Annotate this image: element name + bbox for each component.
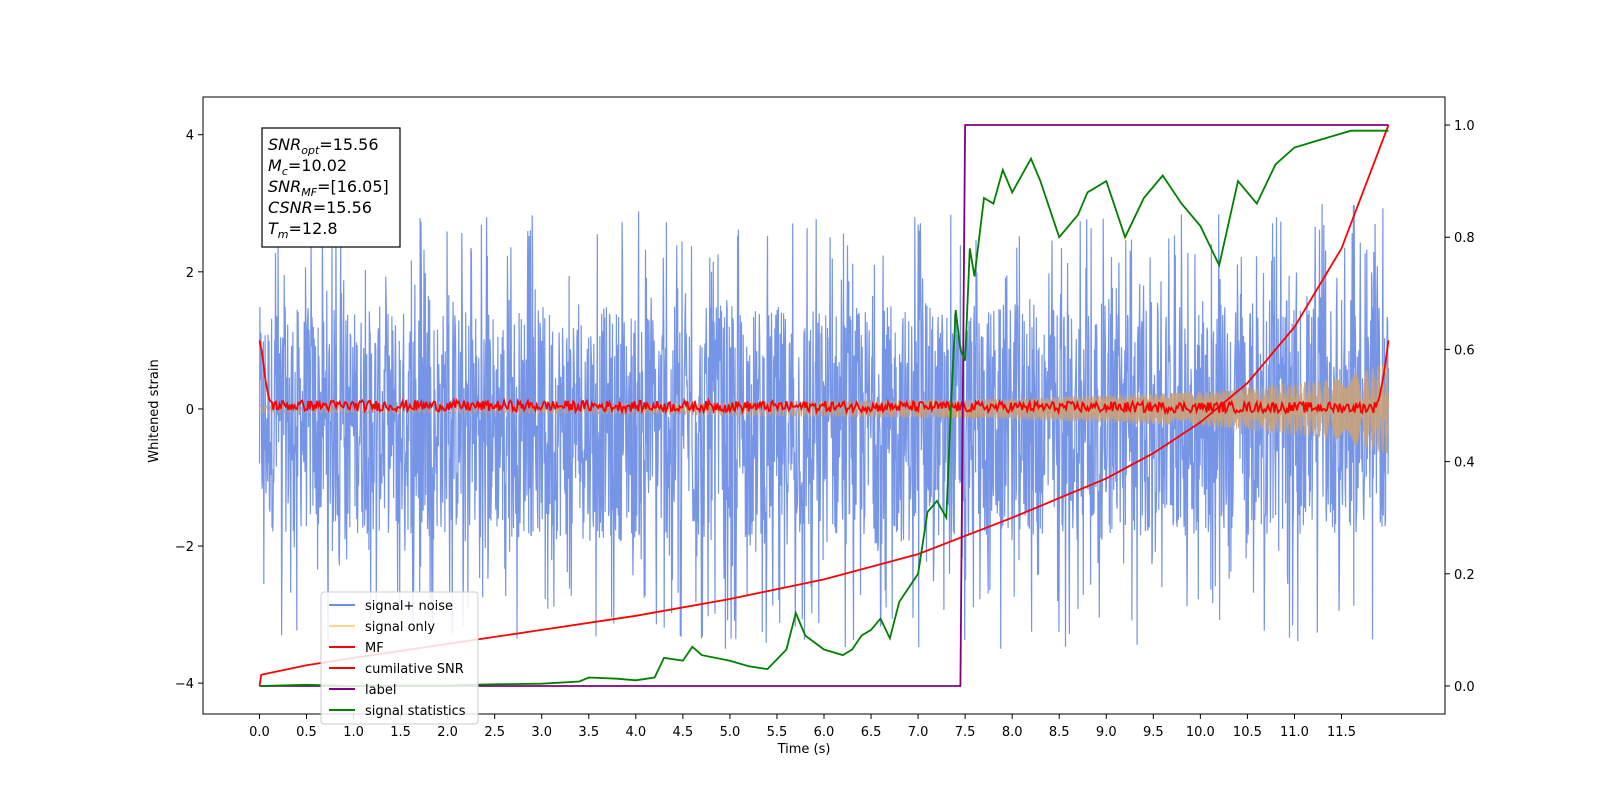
annotation-value: =15.56 bbox=[313, 198, 372, 217]
y2-tick-label: 0.6 bbox=[1454, 343, 1475, 358]
x-tick-label: 6.5 bbox=[861, 725, 882, 740]
x-tick-label: 5.0 bbox=[720, 725, 741, 740]
series-label-line bbox=[259, 124, 1389, 687]
x-tick-label: 9.0 bbox=[1096, 725, 1117, 740]
x-tick-label: 0.0 bbox=[249, 725, 270, 740]
annotation-value: =[16.05] bbox=[317, 177, 389, 196]
legend-label: signal statistics bbox=[365, 704, 466, 719]
series-signal-statistics-line bbox=[259, 129, 1389, 687]
x-axis-label: Time (s) bbox=[777, 742, 831, 757]
annotation-symbol: T bbox=[268, 219, 279, 238]
legend-label: MF bbox=[365, 641, 384, 656]
y-tick-label: 4 bbox=[186, 129, 194, 144]
x-tick-label: 1.0 bbox=[343, 725, 364, 740]
annotation-line: Mc=10.02 bbox=[268, 156, 347, 178]
x-tick-label: 10.0 bbox=[1186, 725, 1215, 740]
y-tick-label: 2 bbox=[186, 266, 194, 281]
x-tick-label: 5.5 bbox=[767, 725, 788, 740]
annotation-subscript: MF bbox=[301, 186, 317, 199]
x-tick-label: 7.5 bbox=[955, 725, 976, 740]
legend-label: signal only bbox=[365, 620, 435, 635]
legend: signal+ noise signal only MF cumilative SNR… bbox=[320, 591, 479, 725]
x-tick-label: 4.5 bbox=[673, 725, 694, 740]
annotation-value: =12.8 bbox=[289, 219, 338, 238]
x-tick-label: 4.0 bbox=[625, 725, 646, 740]
x-tick-label: 8.5 bbox=[1049, 725, 1070, 740]
annotation-symbol: SNR bbox=[268, 135, 301, 154]
legend-label: label bbox=[365, 683, 396, 698]
annotation-line: Tm=12.8 bbox=[268, 219, 338, 241]
y2-tick-label: 0.8 bbox=[1454, 231, 1475, 246]
annotation-frame bbox=[261, 127, 401, 248]
series-signal-noise-line bbox=[258, 204, 1390, 649]
x-tick-label: 6.0 bbox=[814, 725, 835, 740]
x-tick-label: 11.0 bbox=[1280, 725, 1309, 740]
annotation-subscript: m bbox=[278, 228, 289, 241]
annotation-symbol: SNR bbox=[268, 177, 301, 196]
y-tick-label: −2 bbox=[175, 540, 194, 555]
y2-tick-label: 0.2 bbox=[1454, 568, 1475, 583]
y2-tick-label: 0.4 bbox=[1454, 456, 1475, 471]
y-tick-label: −4 bbox=[175, 677, 194, 692]
x-tick-label: 1.5 bbox=[390, 725, 411, 740]
legend-frame bbox=[320, 591, 479, 725]
annotation-box: SNRopt=15.56Mc=10.02SNRMF=[16.05]CSNR=15… bbox=[261, 127, 401, 248]
x-tick-label: 3.0 bbox=[531, 725, 552, 740]
x-tick-label: 7.0 bbox=[908, 725, 929, 740]
annotation-line: SNRMF=[16.05] bbox=[268, 177, 389, 199]
legend-label: cumilative SNR bbox=[365, 662, 464, 677]
y2-tick-label: 0.0 bbox=[1454, 680, 1475, 695]
annotation-value: =10.02 bbox=[288, 156, 347, 175]
y-axis-label: Whitened strain bbox=[147, 359, 162, 462]
annotation-value: =15.56 bbox=[319, 135, 378, 154]
x-tick-label: 10.5 bbox=[1233, 725, 1262, 740]
annotation-symbol: M bbox=[268, 156, 282, 175]
legend-label: signal+ noise bbox=[365, 599, 453, 614]
x-tick-label: 8.0 bbox=[1002, 725, 1023, 740]
y2-tick-label: 1.0 bbox=[1454, 119, 1475, 134]
annotation-subscript: c bbox=[282, 165, 288, 178]
x-tick-label: 3.5 bbox=[578, 725, 599, 740]
x-tick-label: 2.0 bbox=[437, 725, 458, 740]
y-tick-label: 0 bbox=[186, 403, 194, 418]
x-tick-label: 2.5 bbox=[484, 725, 505, 740]
annotation-line: SNRopt=15.56 bbox=[268, 135, 379, 157]
annotation-subscript: opt bbox=[301, 144, 320, 157]
x-tick-label: 9.5 bbox=[1143, 725, 1164, 740]
annotation-line: CSNR=15.56 bbox=[268, 198, 372, 217]
x-tick-label: 0.5 bbox=[296, 725, 317, 740]
series-mf-line bbox=[258, 340, 1390, 416]
axes: 0.0 0.5 1.0 1.5 2.0 2.5 3.0 3.5 4.0 4.5 5.0 5.5 6.0 6… bbox=[175, 96, 1475, 740]
annotation-symbol: CSNR bbox=[268, 198, 313, 217]
x-tick-label: 11.5 bbox=[1327, 725, 1356, 740]
